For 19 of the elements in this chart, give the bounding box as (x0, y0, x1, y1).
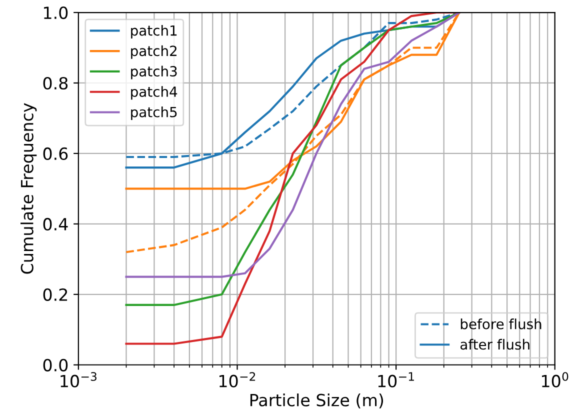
annotation: before flush (460, 318, 542, 330)
annotation: after flush (460, 338, 530, 350)
y-tick-label: 0.0 (43, 358, 68, 372)
legend-label: patch4 (131, 86, 178, 100)
legend-label: patch1 (131, 25, 177, 38)
y-tick-label: 1.0 (44, 6, 68, 20)
x-tick-label: 10$^{−3}$ (60, 372, 96, 388)
y-tick-label: 0.4 (43, 218, 68, 230)
x-axis-title: Particle Size (m) (250, 394, 384, 408)
x-tick-label: 10$^{−1}$ (378, 372, 414, 388)
legend-label: patch2 (131, 45, 176, 59)
y-tick-label: 0.2 (43, 288, 68, 301)
legend-label: patch5 (131, 106, 177, 120)
y-tick-label: 0.8 (43, 76, 68, 90)
x-tick-label: 10$^{−2}$ (219, 372, 256, 388)
legend-label: patch3 (131, 66, 177, 80)
y-axis-title: Cumulate Frequency (20, 103, 37, 274)
y-tick-label: 0.6 (43, 147, 68, 160)
x-tick-label: 10$^{0}$ (542, 372, 568, 388)
